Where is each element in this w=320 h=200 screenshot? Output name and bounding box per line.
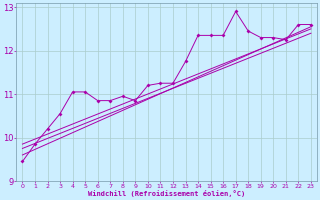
X-axis label: Windchill (Refroidissement éolien,°C): Windchill (Refroidissement éolien,°C)	[88, 190, 245, 197]
